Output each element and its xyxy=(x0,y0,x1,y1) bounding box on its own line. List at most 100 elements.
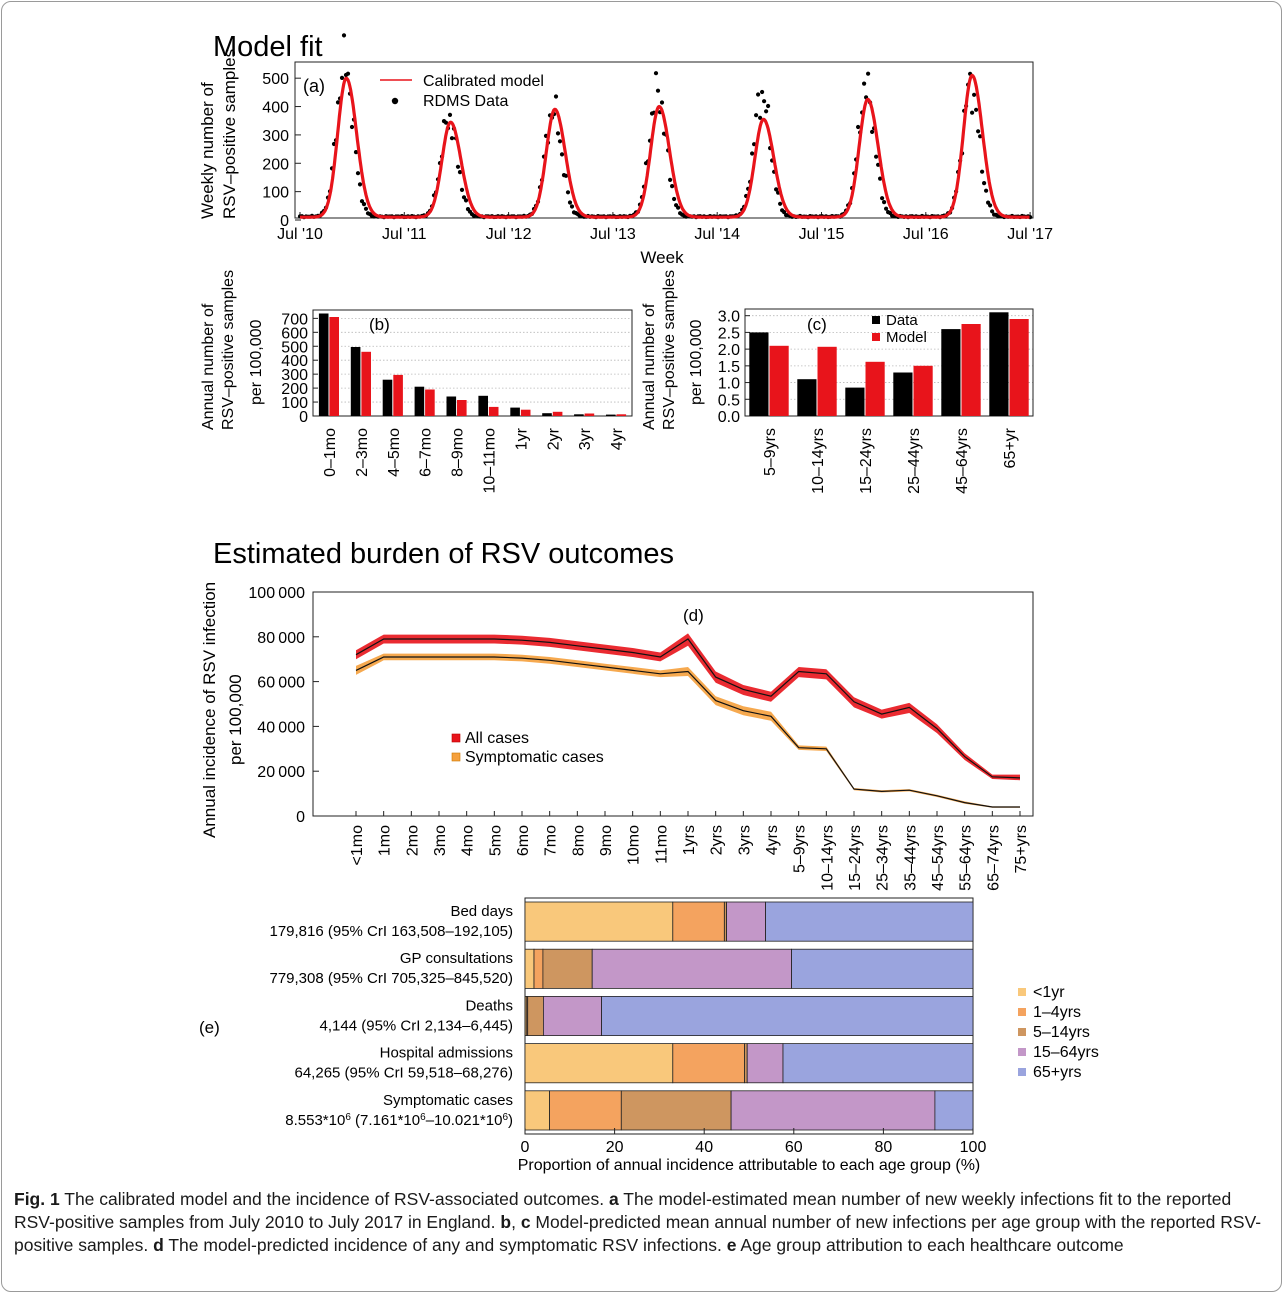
panel-a-data-point xyxy=(659,100,665,105)
panel-d-xtick-label: 2yrs xyxy=(709,825,726,855)
panel-e-segment xyxy=(524,1043,674,1084)
figure-caption: Fig. 1 The calibrated model and the inci… xyxy=(14,1188,1274,1257)
panel-c-bar-data xyxy=(797,379,817,416)
panel-e-xtick-label: 60 xyxy=(785,1139,803,1156)
legend-label-all: All cases xyxy=(465,730,529,747)
panel-a-xtick-label: Jul '10 xyxy=(277,226,323,243)
panel-a-data-point xyxy=(760,89,765,95)
panel-a-ytick-label: 0 xyxy=(280,213,289,230)
panel-e-xtick-label: 40 xyxy=(695,1139,713,1156)
panel-a-data-point xyxy=(447,112,453,117)
panel-b-xtick-label: 0–1mo xyxy=(322,428,339,477)
panel-a-data-point xyxy=(866,71,871,76)
legend-label-c-data: Data xyxy=(886,312,918,329)
panel-a-data-point xyxy=(782,210,787,215)
panel-b-xtick-label: 8–9mo xyxy=(450,428,467,477)
panel-c-ylabel-3: per 100,000 xyxy=(688,319,705,405)
panel-a-xlabel: Week xyxy=(640,248,684,267)
panel-e-segment xyxy=(591,948,793,989)
panel-d-xtick-label: 1mo xyxy=(377,825,394,856)
panel-a-xtick-label: Jul '11 xyxy=(382,226,427,243)
panel-a-data-point xyxy=(980,169,985,174)
panel-c-ytick-label: 0.5 xyxy=(718,392,740,409)
panel-a-data-point xyxy=(754,113,759,118)
caption-fig-label: Fig. 1 xyxy=(14,1189,60,1209)
panel-e: Bed days 179,816 (95% CrI 163,508–192,105… xyxy=(199,897,1099,1174)
panel-b-bar-model xyxy=(520,409,531,416)
panel-c-x-ticks: 5–9yrs 10–14yrs 15–24yrs 25–44yrs 45–64yrs 65… xyxy=(762,427,1019,494)
panel-a-data-point xyxy=(988,203,993,208)
panel-a-data-point xyxy=(862,81,867,86)
panel-d-xtick-label: 4mo xyxy=(460,825,477,856)
panel-c-bar-model xyxy=(817,346,837,416)
panel-b-xtick-label: 10–11mo xyxy=(481,428,498,494)
panel-e-legend: <1yr 1–4yrs 5–14yrs 15–64yrs 65+yrs xyxy=(1018,984,1099,1081)
panel-d-ytick-label: 0 xyxy=(296,809,305,826)
panel-d-xtick-label: 9mo xyxy=(598,825,615,856)
panel-c-y-ticks: 0.00.51.01.52.02.53.0 xyxy=(718,309,750,426)
panel-a-tag: (a) xyxy=(303,76,325,96)
panel-b-xtick-label: 3yr xyxy=(577,427,594,450)
legend-swatch-symptomatic xyxy=(451,752,461,762)
panel-a-data-point xyxy=(762,99,767,104)
panel-a-data-point xyxy=(672,196,677,202)
panel-a-data-point xyxy=(882,200,887,205)
panel-e-row-name: GP consultations xyxy=(400,950,513,967)
panel-b-tag: (b) xyxy=(369,315,390,334)
panel-d-x-ticks: <1mo 1mo 2mo 3mo 4mo 5mo 6mo 7mo 8mo 9mo 10mo 11mo 1… xyxy=(349,811,1030,891)
panel-a-data-point xyxy=(459,187,465,192)
panel-e-segment xyxy=(791,948,974,989)
panel-b-ytick-label: 700 xyxy=(281,311,308,328)
panel-d: 0 20 000 40 000 60 000 80 000 100 000 <1mo 1mo… xyxy=(200,582,1034,891)
panel-c-bar-data xyxy=(845,387,865,416)
panel-e-tag: (e) xyxy=(199,1018,220,1037)
caption-comma: , xyxy=(511,1212,521,1232)
panel-e-xtick-label: 20 xyxy=(606,1139,624,1156)
caption-e-label: e xyxy=(726,1235,737,1255)
panel-b-bar-data xyxy=(574,414,584,416)
panel-c-tag: (c) xyxy=(807,315,827,334)
heading-burden: Estimated burden of RSV outcomes xyxy=(213,538,674,570)
panel-a-xtick-label: Jul '14 xyxy=(694,226,740,243)
panel-b-bar-model xyxy=(329,317,339,416)
panel-b-bar-data xyxy=(318,313,329,416)
panel-a-data-point xyxy=(569,204,575,209)
panel-e-legend-swatch xyxy=(1018,1008,1026,1016)
panel-a-data-point xyxy=(463,198,469,203)
panel-b-gridlines xyxy=(313,317,632,417)
panel-e-segment xyxy=(782,1043,974,1084)
panel-e-segment xyxy=(672,901,725,942)
panel-e-legend-swatch xyxy=(1018,1068,1026,1076)
panel-b-bar-model xyxy=(584,413,595,416)
panel-d-band-symptomatic xyxy=(356,653,1020,808)
panel-e-row-labels: Bed days 179,816 (95% CrI 163,508–192,105… xyxy=(269,903,513,1129)
panel-b-ytick-label: 200 xyxy=(281,381,308,398)
legend-label-data: RDMS Data xyxy=(423,93,508,110)
panel-c-bar-model xyxy=(865,361,885,416)
panel-e-bars xyxy=(524,901,974,1131)
panel-b-ylabel-1: Annual number of xyxy=(200,303,217,430)
legend-label-symptomatic: Symptomatic cases xyxy=(465,749,604,766)
panel-b-bar-model xyxy=(425,389,435,416)
panel-d-ylabel-2: per 100,000 xyxy=(226,674,245,765)
estimate-part: (7.161*10 xyxy=(351,1112,420,1129)
panel-a-y-ticks: 0 100 200 300 400 500 xyxy=(262,71,301,230)
panel-e-segment xyxy=(730,1090,936,1131)
caption-a-text: The model-estimated mean number of new w… xyxy=(14,1189,1232,1232)
panel-a-data-point xyxy=(856,124,861,130)
panel-c-ylabel-1: Annual number of xyxy=(641,303,658,430)
panel-e-row-name: Deaths xyxy=(465,997,513,1014)
estimate-part: ) xyxy=(508,1112,513,1129)
panel-e-x-ticks: 0 20 40 60 80 100 xyxy=(521,1128,986,1156)
panel-a-data-point xyxy=(670,184,675,189)
panel-e-segment xyxy=(524,948,535,989)
panel-a-data-point xyxy=(880,196,885,201)
panel-c-xtick-label: 15–24yrs xyxy=(858,428,875,494)
superscript-exponent: 6 xyxy=(345,1111,351,1122)
panel-d-ytick-label: 80 000 xyxy=(257,630,305,647)
panel-a-data-point xyxy=(870,129,875,134)
panel-a-ytick-label: 500 xyxy=(262,71,289,88)
legend-label-model: Calibrated model xyxy=(423,73,544,90)
panel-e-row-estimate: 8.553*106 (7.161*106–10.021*106) xyxy=(285,1111,513,1129)
